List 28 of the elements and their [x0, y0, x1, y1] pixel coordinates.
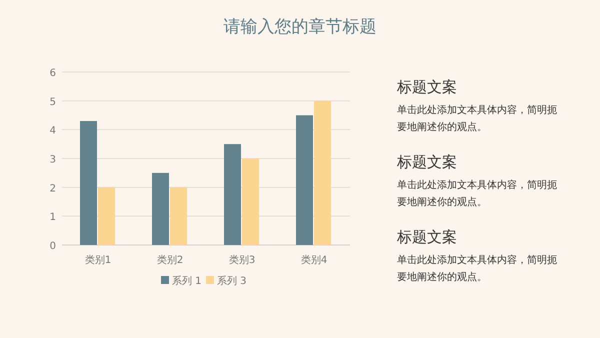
y-tick-label: 5: [50, 96, 56, 108]
bar: [80, 121, 97, 245]
bar: [224, 144, 241, 245]
text: 单击此处添加文本具体内容，简明扼要地阐述你的观点。: [397, 178, 558, 210]
x-tick-label: 类别4: [300, 254, 328, 266]
bar: [170, 187, 187, 245]
chart-title: 请输入您的章节标题: [224, 17, 376, 37]
y-tick-label: 2: [50, 183, 56, 194]
y-tick-label: 6: [50, 68, 56, 79]
legend-label: 系列 3: [217, 275, 247, 287]
text: 单击此处添加文本具体内容，简明扼要地阐述你的观点。: [397, 104, 558, 135]
bar: [98, 187, 115, 245]
y-tick-label: 1: [50, 212, 56, 224]
bar: [296, 115, 313, 245]
y-tick-label: 3: [50, 154, 56, 166]
y-tick-label: 0: [50, 241, 56, 252]
text: 标题文案: [397, 78, 457, 97]
bar: [314, 100, 331, 245]
text: 标题文案: [397, 228, 457, 247]
text: 标题文案: [397, 153, 457, 172]
bar: [242, 158, 259, 245]
legend-label: 系列 1: [172, 275, 202, 287]
text: 单击此处添加文本具体内容，简明扼要地阐述你的观点。: [397, 254, 558, 285]
bar: [152, 172, 169, 245]
y-tick-label: 4: [50, 126, 56, 137]
x-tick-label: 类别1: [84, 254, 112, 266]
x-tick-label: 类别2: [156, 254, 184, 266]
x-tick-label: 类别3: [228, 254, 256, 266]
